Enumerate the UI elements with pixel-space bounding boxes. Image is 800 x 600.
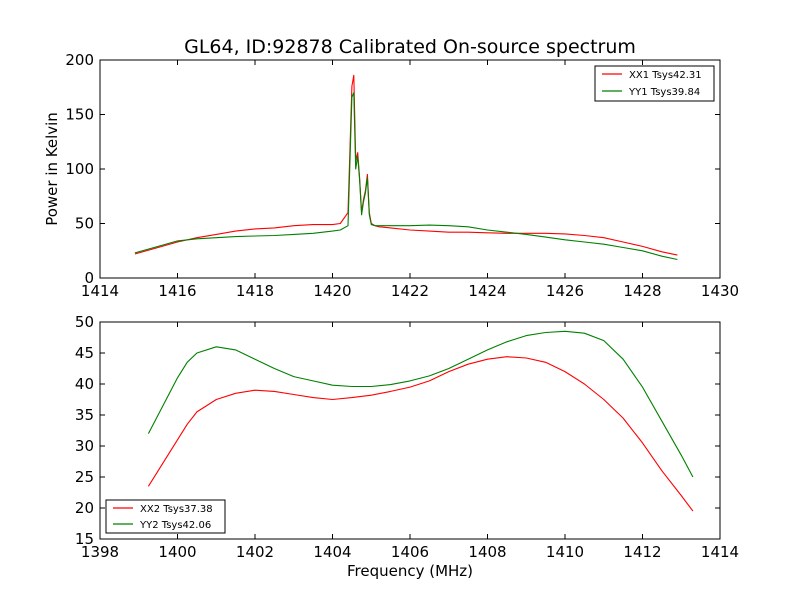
- series-line-1-0: [147, 356, 694, 512]
- bottom-panel: 1398 1400 1402 1404 1406 1408 1410 1412 1414 15 20…: [75, 313, 739, 580]
- x-tick-label: 1416: [158, 282, 196, 300]
- y-tick-label: 0: [84, 269, 94, 287]
- y-tick-label: 50: [75, 215, 94, 233]
- x-tick-label: 1414: [81, 282, 119, 300]
- y-tick-label: 50: [75, 313, 94, 331]
- bottom-legend-label-yy2: YY2 Tsys42.06: [139, 520, 211, 531]
- y-tick-label: 30: [75, 437, 94, 455]
- y-tick-label: 150: [65, 106, 94, 124]
- top-panel-series: [134, 74, 678, 261]
- y-tick-label: 35: [75, 406, 94, 424]
- x-tick-label: 1402: [236, 543, 274, 561]
- x-tick-label: 1406: [391, 543, 429, 561]
- bottom-panel-ticks: 1398 1400 1402 1404 1406 1408 1410 1412 1414 15 20…: [75, 313, 739, 561]
- x-tick-label: 1420: [313, 282, 351, 300]
- x-tick-label: 1410: [546, 543, 584, 561]
- bottom-legend-label-xx2: XX2 Tsys37.38: [140, 504, 213, 515]
- y-tick-label: 25: [75, 468, 94, 486]
- top-panel: 1414 1416 1418 1420 1422 1424 1426 1428 1430 0 50 1…: [43, 51, 739, 300]
- bottom-legend: XX2 Tsys37.38 YY2 Tsys42.06: [105, 499, 226, 534]
- top-legend-label-xx1: XX1 Tsys42.31: [629, 70, 702, 81]
- x-tick-label: 1430: [701, 282, 739, 300]
- x-tick-label: 1412: [623, 543, 661, 561]
- x-tick-label: 1426: [546, 282, 584, 300]
- y-tick-label: 100: [65, 160, 94, 178]
- bottom-xlabel: Frequency (MHz): [347, 562, 473, 580]
- series-line-1-1: [147, 330, 694, 478]
- x-tick-label: 1398: [81, 543, 119, 561]
- x-tick-label: 1428: [623, 282, 661, 300]
- x-tick-label: 1414: [701, 543, 739, 561]
- y-tick-label: 200: [65, 51, 94, 69]
- top-ylabel: Power in Kelvin: [43, 112, 61, 226]
- y-tick-label: 20: [75, 499, 94, 517]
- y-tick-label: 45: [75, 344, 94, 362]
- top-legend-box: [594, 65, 715, 102]
- x-tick-label: 1418: [236, 282, 274, 300]
- y-tick-label: 15: [75, 530, 94, 548]
- x-tick-label: 1400: [158, 543, 196, 561]
- x-tick-label: 1422: [391, 282, 429, 300]
- x-tick-label: 1404: [313, 543, 351, 561]
- top-legend-label-yy1: YY1 Tsys39.84: [628, 87, 700, 98]
- chart-title: GL64, ID:92878 Calibrated On-source spec…: [184, 36, 636, 58]
- y-tick-label: 40: [75, 375, 94, 393]
- bottom-panel-series: [147, 330, 694, 512]
- top-legend: XX1 Tsys42.31 YY1 Tsys39.84: [594, 65, 715, 102]
- bottom-legend-box: [105, 499, 226, 534]
- top-panel-ticks: 1414 1416 1418 1420 1422 1424 1426 1428 1430 0 50 1…: [65, 51, 739, 300]
- x-tick-label: 1408: [468, 543, 506, 561]
- series-line-0-1: [134, 92, 678, 261]
- x-tick-label: 1424: [468, 282, 506, 300]
